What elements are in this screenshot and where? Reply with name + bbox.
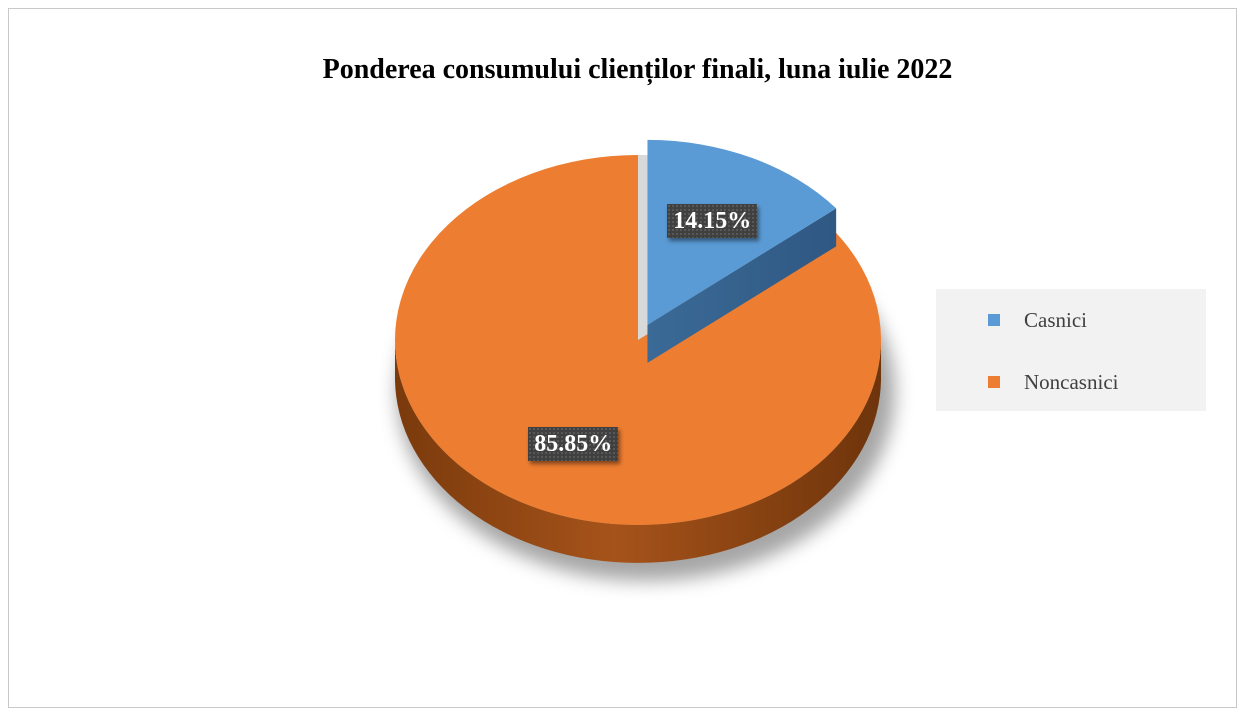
pie-slice-noncasnici: [395, 155, 882, 526]
chart-title: Ponderea consumului clienților finali, l…: [322, 54, 953, 85]
legend: Casnici Noncasnici: [936, 289, 1206, 411]
data-label-noncasnici: 85.85%: [528, 426, 619, 461]
legend-label-noncasnici: Noncasnici: [1024, 369, 1119, 394]
legend-label-casnici: Casnici: [1024, 307, 1087, 332]
data-label-casnici: 14.15%: [667, 204, 758, 239]
pie-cut-casnici: [647, 208, 837, 363]
legend-swatch-noncasnici: [988, 376, 1000, 388]
pie-side-noncasnici: [395, 340, 881, 563]
legend-swatch-casnici: [988, 314, 1000, 326]
legend-item-noncasnici: Noncasnici: [988, 367, 1118, 397]
legend-item-casnici: Casnici: [988, 305, 1087, 335]
